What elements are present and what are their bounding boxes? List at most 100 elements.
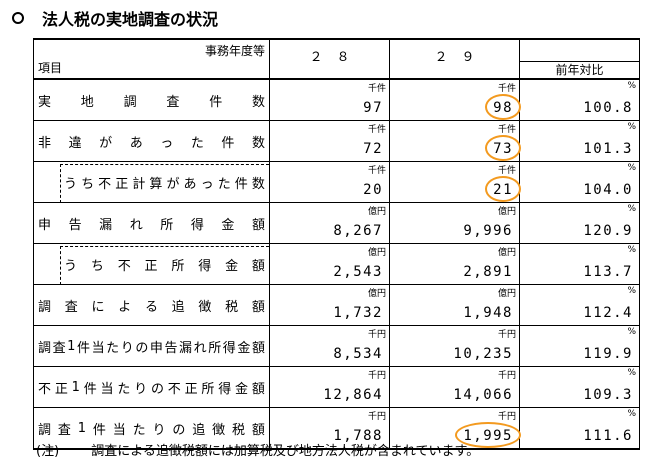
year-over-year-ratio-cell: % 101.3: [519, 120, 640, 162]
year-over-year-ratio: 104.0: [583, 182, 633, 198]
table-row: うち不正計算があった件数 千件 20 千件 21% 104.0: [33, 161, 640, 203]
value-2016: 97: [363, 100, 383, 116]
unit-label: 千件: [367, 166, 386, 176]
row-label: 実地調査件数: [38, 94, 265, 110]
value-2017: 14,066: [453, 387, 513, 403]
row-label: 申告漏れ所得金額: [38, 217, 265, 233]
value-2017-cell: 千円 10,235: [389, 325, 520, 367]
row-label-cell: 実地調査件数: [33, 78, 270, 121]
unit-label: 億円: [497, 248, 516, 258]
value-2017-wrapper: 98: [485, 94, 521, 120]
value-2016-cell: 千件 72: [269, 120, 390, 162]
section-title: 法人税の実地調査の状況: [42, 10, 219, 29]
value-2017-cell: 千件 73: [389, 120, 521, 162]
year-over-year-ratio-cell: % 104.0: [519, 161, 640, 203]
audit-status-table: 事務年度等 項目 ２８ ２９ 前年対比 実地調査件数千件 97 千件 98% 100.8…: [33, 38, 640, 450]
highlight-circle-icon: [485, 135, 521, 161]
unit-label: 千円: [367, 412, 386, 422]
row-label: うち不正計算があった件数: [64, 176, 265, 192]
year-over-year-ratio-cell: % 109.3: [519, 366, 640, 408]
highlight-circle-icon: [485, 176, 521, 202]
unit-label: %: [627, 286, 636, 296]
year-over-year-ratio-cell: % 120.9: [519, 202, 640, 244]
unit-label: 千円: [367, 330, 386, 340]
value-2017-cell: 千円 14,066: [389, 366, 520, 408]
year-over-year-ratio-cell: % 100.8: [519, 78, 640, 121]
year-over-year-ratio-cell: % 111.6: [519, 407, 640, 450]
table-row: 不正 1 件当たりの不正所得金額 千円 12,864 千円 14,066% 109.3: [33, 366, 640, 408]
value-2017-cell: 千円 1,995: [389, 407, 521, 450]
unit-label: 千件: [367, 125, 386, 135]
unit-label: %: [627, 327, 636, 337]
unit-label: 千件: [497, 84, 516, 94]
year-over-year-ratio: 113.7: [583, 264, 633, 280]
footnote-text: 調査による追徴税額には加算税及び地方法人税が含まれています。: [91, 444, 480, 459]
table-row: 調査 1 件当たりの申告漏れ所得金額 千円 8,534 千円 10,235% 119.9: [33, 325, 640, 367]
unit-label: 千件: [497, 166, 516, 176]
year-over-year-ratio-cell: % 119.9: [519, 325, 640, 367]
value-2016-cell: 千件 97: [269, 78, 390, 121]
unit-label: 千円: [497, 412, 516, 422]
header-item-label: 項目: [38, 61, 63, 75]
year-over-year-ratio: 120.9: [583, 223, 633, 239]
unit-label: %: [627, 409, 636, 419]
value-2016: 12,864: [323, 387, 383, 403]
value-2017: 1,948: [463, 305, 513, 321]
value-2016-cell: 千円 12,864: [269, 366, 390, 408]
value-2016: 8,267: [333, 223, 383, 239]
unit-label: %: [627, 368, 636, 378]
footnote: (注) 調査による追徴税額には加算税及び地方法人税が含まれています。: [36, 440, 479, 459]
value-2016-cell: 億円 1,732: [269, 284, 390, 326]
value-2016: 2,543: [333, 264, 383, 280]
unit-label: 億円: [367, 289, 386, 299]
year-over-year-ratio-cell: % 112.4: [519, 284, 640, 326]
value-2016: 1,732: [333, 305, 383, 321]
row-label-cell: 非違があった件数: [33, 120, 270, 162]
row-label: 非違があった件数: [38, 135, 265, 151]
value-2017-cell: 億円 2,891: [389, 243, 520, 285]
unit-label: 億円: [497, 207, 516, 217]
header-year-28: ２８: [269, 38, 390, 80]
year-over-year-ratio: 101.3: [583, 141, 633, 157]
value-2017: 10,235: [453, 346, 513, 362]
row-label-cell: 調査による追徴税額: [33, 284, 270, 326]
unit-label: %: [627, 163, 636, 173]
value-2016: 72: [363, 141, 383, 157]
value-2016-cell: 億円 8,267: [269, 202, 390, 244]
row-label-cell: うち不正所得金額: [33, 243, 270, 285]
table-row: 非違があった件数 千件 72 千件 73% 101.3: [33, 120, 640, 162]
year-over-year-ratio: 112.4: [583, 305, 633, 321]
table-row: 申告漏れ所得金額 億円 8,267 億円 9,996% 120.9: [33, 202, 640, 244]
value-2017-cell: 千件 21: [389, 161, 521, 203]
year-over-year-ratio: 100.8: [583, 100, 633, 116]
unit-label: %: [627, 81, 636, 91]
header-fiscal-year-label: 事務年度等: [204, 44, 265, 58]
unit-label: 億円: [497, 289, 516, 299]
year-over-year-ratio: 111.6: [583, 428, 633, 444]
row-label-cell: 申告漏れ所得金額: [33, 202, 270, 244]
row-label-cell: うち不正計算があった件数: [33, 161, 270, 203]
indent-dashed-line: [60, 246, 61, 285]
unit-label: 千円: [497, 330, 516, 340]
year-over-year-ratio-cell: % 113.7: [519, 243, 640, 285]
value-2016-cell: 千件 20: [269, 161, 390, 203]
value-2017: 2,891: [463, 264, 513, 280]
value-2016: 20: [363, 182, 383, 198]
year-over-year-ratio: 119.9: [583, 346, 633, 362]
row-label: うち不正所得金額: [64, 258, 265, 274]
header-corner-cell: 事務年度等 項目: [33, 38, 270, 80]
value-2016: 8,534: [333, 346, 383, 362]
unit-label: 千件: [367, 84, 386, 94]
section-heading: 法人税の実地調査の状況: [12, 6, 218, 30]
unit-label: %: [627, 204, 636, 214]
header-ratio-cell: 前年対比: [519, 38, 640, 80]
unit-label: 億円: [367, 207, 386, 217]
table-row: 調査による追徴税額 億円 1,732 億円 1,948% 112.4: [33, 284, 640, 326]
header-ratio-label: 前年対比: [520, 61, 639, 78]
value-2017-cell: 千件 98: [389, 78, 521, 121]
table-row: うち不正所得金額 億円 2,543 億円 2,891% 113.7: [33, 243, 640, 285]
highlight-circle-icon: [485, 94, 521, 120]
